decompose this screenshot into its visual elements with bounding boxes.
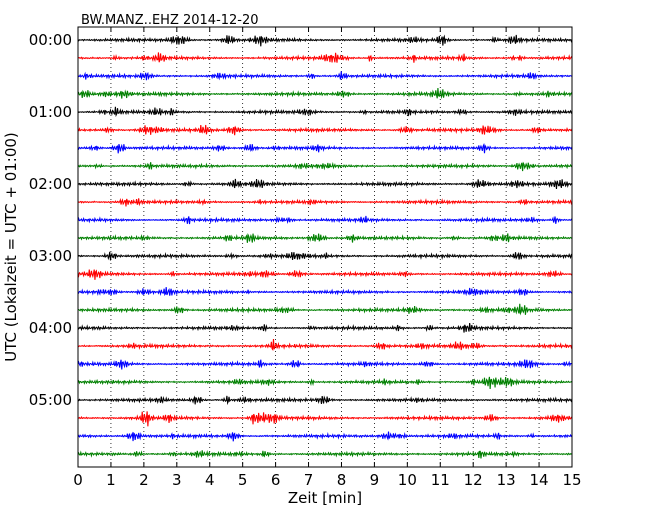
x-tick-label-8: 8	[337, 471, 347, 489]
x-tick-label-12: 12	[464, 471, 483, 489]
x-tick-label-13: 13	[497, 471, 516, 489]
x-tick-label-6: 6	[271, 471, 281, 489]
y-axis-ticks: 00:00 01:00 02:00 03:00 04:00 05:00	[29, 31, 572, 409]
x-tick-label-10: 10	[398, 471, 417, 489]
trace-row-05:15	[77, 411, 573, 427]
x-tick-label-0: 0	[73, 471, 83, 489]
trace-row-04:15	[77, 338, 573, 352]
trace-row-00:00	[77, 34, 573, 47]
trace-row-00:15	[77, 52, 573, 63]
trace-row-02:45	[77, 232, 573, 243]
trace-row-01:30	[77, 142, 573, 154]
trace-row-01:15	[77, 124, 573, 136]
y-tick-label-04:00: 04:00	[29, 319, 72, 337]
trace-row-00:45	[77, 88, 573, 100]
trace-row-03:30	[77, 287, 573, 297]
x-tick-label-2: 2	[139, 471, 149, 489]
y-axis-label: UTC (Lokalzeit = UTC + 01:00)	[2, 132, 20, 362]
trace-row-03:15	[77, 269, 573, 280]
y-tick-label-02:00: 02:00	[29, 175, 72, 193]
x-tick-label-7: 7	[304, 471, 314, 489]
trace-row-00:30	[77, 71, 573, 81]
trace-row-03:00	[77, 251, 573, 261]
trace-row-02:00	[77, 178, 573, 190]
x-tick-label-5: 5	[238, 471, 248, 489]
trace-row-05:45	[77, 450, 573, 459]
trace-row-02:15	[77, 197, 573, 207]
trace-row-01:00	[77, 106, 573, 118]
y-tick-label-03:00: 03:00	[29, 247, 72, 265]
x-axis-ticks: 0 1 2 3 4 5 6 7 8 9 10 11 12 13 14 15	[73, 27, 582, 489]
trace-row-05:00	[77, 395, 573, 406]
trace-row-01:45	[77, 161, 573, 172]
trace-row-03:45	[77, 303, 573, 316]
seismogram-traces	[77, 34, 573, 459]
x-tick-label-14: 14	[530, 471, 549, 489]
trace-row-02:30	[77, 215, 573, 225]
y-tick-label-05:00: 05:00	[29, 391, 72, 409]
grid-lines	[110, 27, 540, 467]
plot-frame	[77, 26, 573, 468]
x-tick-label-11: 11	[431, 471, 450, 489]
trace-row-04:00	[77, 322, 573, 333]
x-tick-label-4: 4	[205, 471, 215, 489]
trace-row-04:45	[77, 376, 573, 389]
x-tick-label-15: 15	[562, 471, 581, 489]
x-tick-label-1: 1	[106, 471, 116, 489]
x-tick-label-3: 3	[172, 471, 182, 489]
trace-row-05:30	[77, 431, 573, 442]
x-tick-label-9: 9	[370, 471, 380, 489]
trace-row-04:30	[77, 359, 573, 370]
y-tick-label-00:00: 00:00	[29, 31, 72, 49]
chart-title: BW.MANZ..EHZ 2014-12-20	[81, 13, 259, 28]
y-tick-label-01:00: 01:00	[29, 103, 72, 121]
x-axis-label: Zeit [min]	[288, 489, 362, 507]
